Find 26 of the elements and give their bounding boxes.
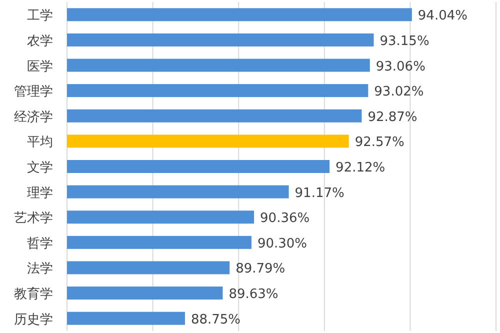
y-tick-label: 农学 [27,34,53,49]
y-tick-label: 艺术学 [14,211,53,226]
data-label: 90.36% [260,211,310,226]
y-tick-label: 哲学 [27,236,53,252]
data-label: 88.75% [190,312,241,328]
data-label: 92.87% [368,110,418,125]
y-tick-label: 管理学 [14,84,53,100]
y-tick-label: 法学 [27,262,53,277]
data-label: 91.17% [294,186,344,201]
y-tick-label: 教育学 [14,286,53,302]
y-tick-label: 历史学 [14,312,53,328]
y-tick-label: 平均 [27,135,53,150]
data-label: 93.02% [374,84,424,100]
data-label: 93.15% [380,34,430,49]
data-label: 92.57% [354,135,404,150]
y-tick-label: 经济学 [14,110,53,125]
data-label: 90.30% [257,236,308,252]
y-tick-label: 文学 [27,160,53,176]
y-tick-label: 工学 [27,8,53,24]
data-label: 89.63% [228,287,278,302]
data-label: 92.12% [336,160,386,176]
data-label: 89.79% [236,262,286,277]
y-tick-label: 理学 [27,186,53,201]
data-label: 93.06% [376,59,426,74]
data-label: 94.04% [418,8,468,24]
y-tick-label: 医学 [27,59,53,74]
